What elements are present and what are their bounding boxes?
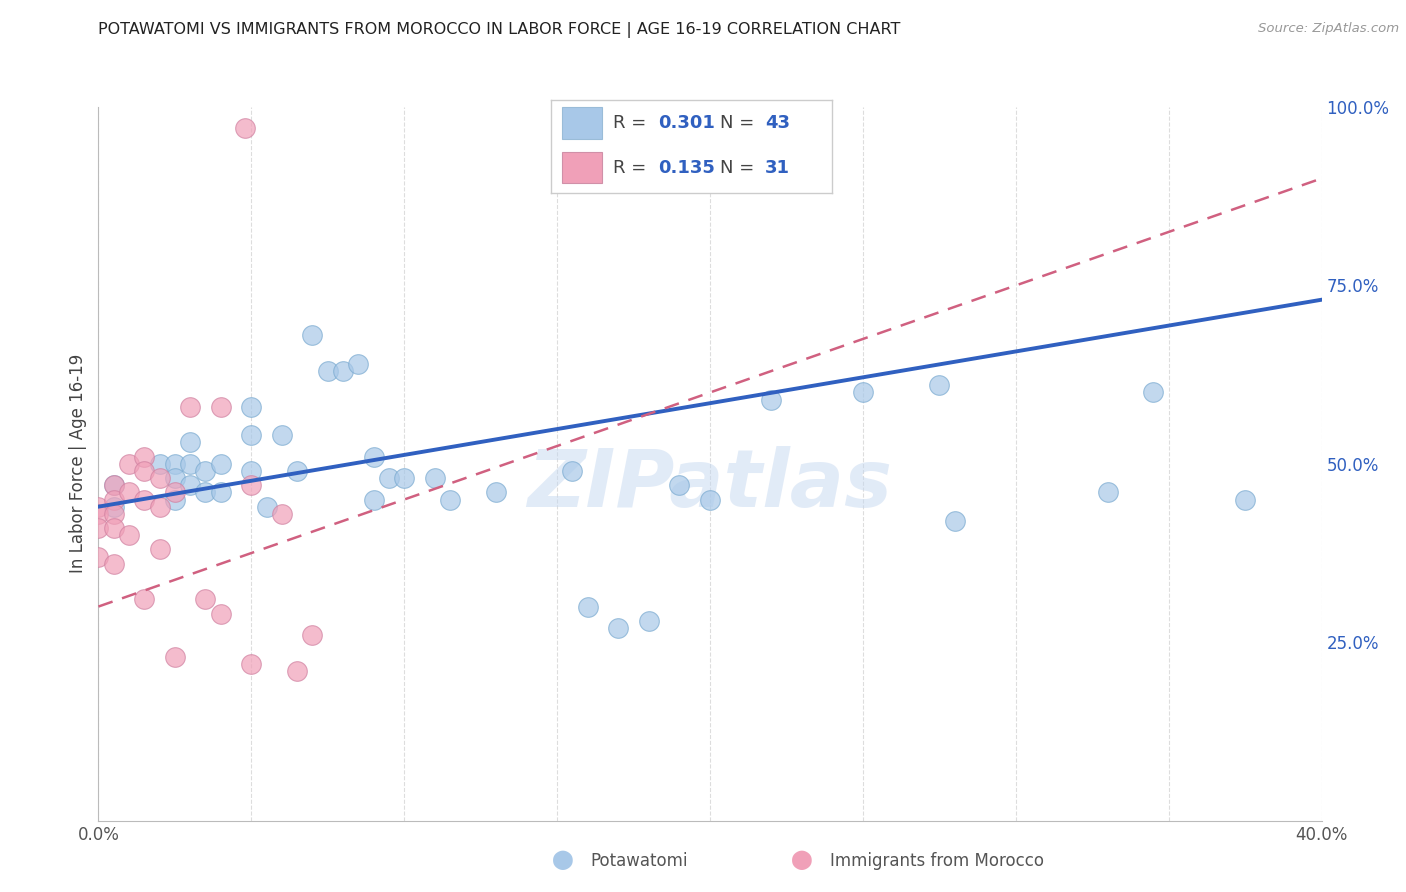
Point — [103, 492, 125, 507]
Text: Immigrants from Morocco: Immigrants from Morocco — [830, 852, 1043, 870]
Point — [87, 549, 110, 564]
Point — [1097, 485, 1119, 500]
Point — [179, 435, 201, 450]
Point — [392, 471, 416, 485]
Point — [668, 478, 690, 492]
Point — [233, 121, 256, 136]
Text: Potawatomi: Potawatomi — [591, 852, 688, 870]
Point — [118, 485, 141, 500]
Point — [270, 428, 292, 442]
Point — [1234, 492, 1257, 507]
Bar — [562, 107, 602, 139]
Text: 0.301: 0.301 — [658, 114, 714, 132]
Bar — [562, 152, 602, 184]
Point — [163, 649, 186, 664]
Text: 0.135: 0.135 — [658, 159, 714, 177]
Point — [134, 592, 156, 607]
Point — [240, 400, 263, 414]
Point — [852, 385, 875, 400]
Point — [179, 400, 201, 414]
Point — [301, 328, 323, 343]
Point — [759, 392, 782, 407]
Point — [163, 471, 186, 485]
Point — [103, 478, 125, 492]
Text: N =: N = — [720, 114, 759, 132]
Point — [209, 400, 232, 414]
Point — [149, 500, 172, 514]
Point — [439, 492, 461, 507]
Point — [103, 500, 125, 514]
Point — [378, 471, 401, 485]
Text: ⬤: ⬤ — [551, 850, 574, 870]
Point — [179, 457, 201, 471]
Point — [134, 464, 156, 478]
Point — [134, 492, 156, 507]
Point — [316, 364, 339, 378]
Point — [240, 464, 263, 478]
Point — [179, 478, 201, 492]
Text: ZIPatlas: ZIPatlas — [527, 446, 893, 524]
Point — [256, 500, 278, 514]
Point — [103, 557, 125, 571]
Point — [87, 521, 110, 535]
Text: R =: R = — [613, 159, 652, 177]
Point — [209, 457, 232, 471]
Point — [209, 607, 232, 621]
Point — [285, 464, 308, 478]
Point — [347, 357, 370, 371]
Point — [240, 657, 263, 671]
Point — [699, 492, 721, 507]
Point — [363, 492, 385, 507]
Point — [194, 485, 217, 500]
Point — [103, 478, 125, 492]
Point — [240, 478, 263, 492]
Point — [561, 464, 583, 478]
Text: 43: 43 — [765, 114, 790, 132]
Point — [423, 471, 446, 485]
Point — [118, 528, 141, 542]
Point — [301, 628, 323, 642]
Point — [576, 599, 599, 614]
Point — [270, 507, 292, 521]
Point — [149, 471, 172, 485]
Text: POTAWATOMI VS IMMIGRANTS FROM MOROCCO IN LABOR FORCE | AGE 16-19 CORRELATION CHA: POTAWATOMI VS IMMIGRANTS FROM MOROCCO IN… — [98, 22, 901, 38]
Point — [194, 464, 217, 478]
Point — [607, 621, 630, 635]
Point — [103, 521, 125, 535]
Point — [163, 457, 186, 471]
Point — [87, 500, 110, 514]
Point — [485, 485, 508, 500]
Point — [118, 457, 141, 471]
Text: 31: 31 — [765, 159, 790, 177]
Point — [163, 485, 186, 500]
Point — [285, 664, 308, 678]
Point — [240, 428, 263, 442]
Point — [103, 507, 125, 521]
Point — [163, 492, 186, 507]
Point — [149, 457, 172, 471]
Text: N =: N = — [720, 159, 759, 177]
Text: R =: R = — [613, 114, 652, 132]
Point — [194, 592, 217, 607]
Text: ⬤: ⬤ — [790, 850, 813, 870]
Point — [637, 614, 661, 628]
Point — [943, 514, 966, 528]
Y-axis label: In Labor Force | Age 16-19: In Labor Force | Age 16-19 — [69, 354, 87, 574]
Text: Source: ZipAtlas.com: Source: ZipAtlas.com — [1258, 22, 1399, 36]
Point — [134, 450, 156, 464]
Point — [87, 507, 110, 521]
Point — [363, 450, 385, 464]
Point — [149, 542, 172, 557]
Point — [928, 378, 950, 392]
Point — [209, 485, 232, 500]
Point — [1142, 385, 1164, 400]
Point — [332, 364, 354, 378]
